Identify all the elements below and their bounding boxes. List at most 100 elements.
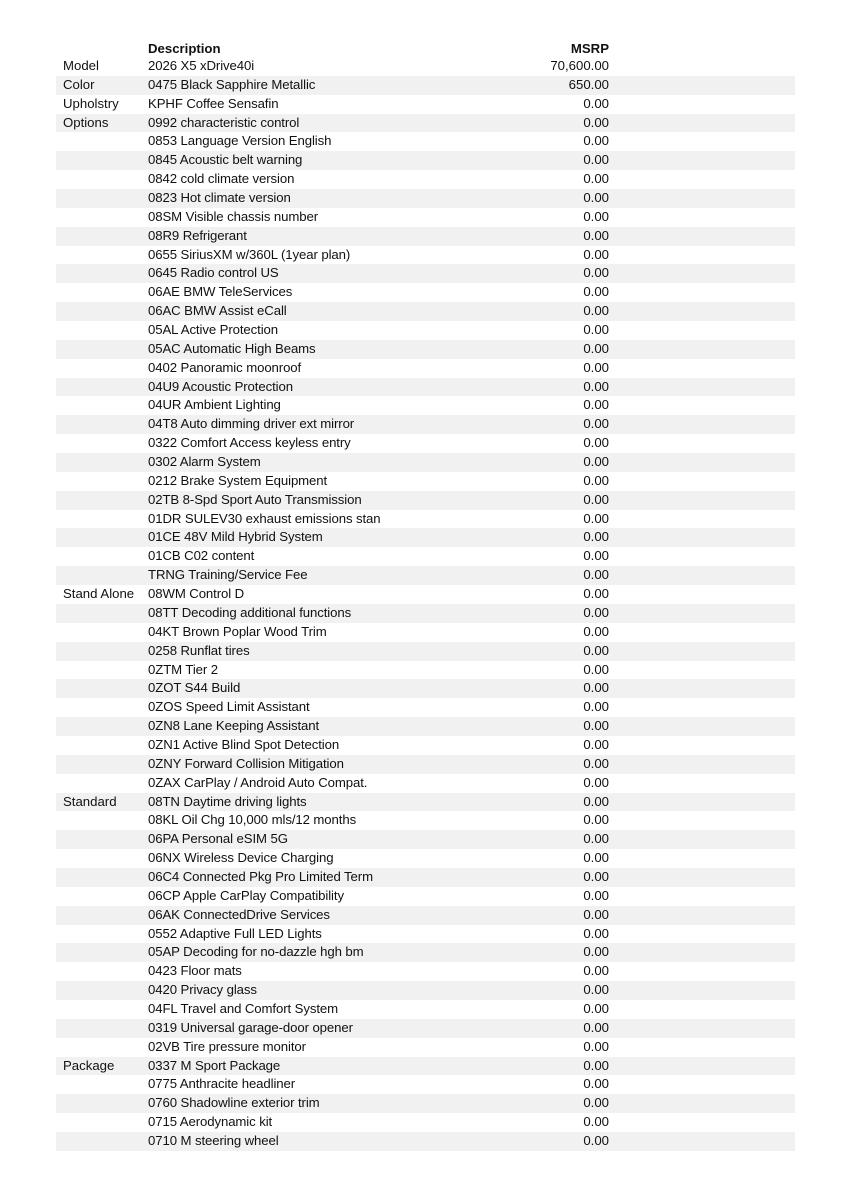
row-description: 02VB Tire pressure monitor [148, 1038, 306, 1054]
table-row: 0212 Brake System Equipment 0.00 [56, 472, 795, 491]
row-msrp: 0.00 [583, 472, 609, 488]
table-row: Color 0475 Black Sapphire Metallic 650.00 [56, 75, 795, 95]
row-msrp: 0.00 [583, 925, 609, 941]
row-description: 0655 SiriusXM w/360L (1year plan) [148, 246, 351, 262]
row-description: 05AL Active Protection [148, 322, 278, 338]
row-description: 0823 Hot climate version [148, 190, 291, 206]
table-row: 04U9 Acoustic Protection 0.00 [56, 377, 795, 397]
table-row: 0853 Language Version English 0.00 [56, 132, 795, 151]
row-msrp: 0.00 [583, 359, 609, 375]
table-row: 01DR SULEV30 exhaust emissions stan 0.00 [56, 510, 795, 529]
row-msrp: 0.00 [583, 1132, 609, 1148]
row-description: 08TN Daytime driving lights [148, 793, 307, 809]
row-description: 0ZOS Speed Limit Assistant [148, 699, 310, 715]
table-row: 0402 Panoramic moonroof 0.00 [56, 359, 795, 378]
row-description: 06AC BMW Assist eCall [148, 303, 287, 319]
row-category: Options [63, 114, 109, 130]
table-row: 05AL Active Protection 0.00 [56, 321, 795, 340]
row-description: 0337 M Sport Package [148, 1057, 281, 1073]
row-category: Model [63, 58, 99, 73]
row-description: 0842 cold climate version [148, 171, 295, 187]
table-row: Upholstry KPHF Coffee Sensafin 0.00 [56, 95, 795, 114]
table-row: Standard 08TN Daytime driving lights 0.00 [56, 792, 795, 812]
row-description: 0775 Anthracite headliner [148, 1076, 296, 1092]
column-header-msrp: MSRP [570, 41, 609, 56]
row-msrp: 0.00 [583, 416, 609, 432]
row-description: 01CB C02 content [148, 548, 255, 564]
row-msrp: 0.00 [583, 265, 609, 281]
row-msrp: 0.00 [583, 736, 609, 752]
table-row: 0ZNY Forward Collision Mitigation 0.00 [56, 754, 795, 774]
row-description: 04FL Travel and Comfort System [148, 1000, 339, 1016]
table-row: 01CB C02 content 0.00 [56, 547, 795, 566]
row-msrp: 0.00 [583, 586, 609, 602]
row-description: 0760 Shadowline exterior trim [148, 1095, 320, 1111]
row-description: 0552 Adaptive Full LED Lights [148, 925, 322, 941]
table-row: 06AK ConnectedDrive Services 0.00 [56, 905, 795, 925]
table-row: 0258 Runflat tires 0.00 [56, 641, 795, 661]
row-description: 0ZNY Forward Collision Mitigation [148, 755, 344, 771]
row-msrp: 0.00 [583, 95, 609, 111]
table-row: 0319 Universal garage-door opener 0.00 [56, 1018, 795, 1038]
table-row: 04KT Brown Poplar Wood Trim 0.00 [56, 623, 795, 642]
row-msrp: 0.00 [583, 208, 609, 224]
table-row: 05AP Decoding for no-dazzle hgh bm 0.00 [56, 943, 795, 963]
table-row: 0ZN8 Lane Keeping Assistant 0.00 [56, 717, 795, 736]
row-description: 04UR Ambient Lighting [148, 397, 281, 413]
table-row: TRNG Training/Service Fee 0.00 [56, 566, 795, 586]
table-row: 08SM Visible chassis number 0.00 [56, 208, 795, 227]
row-description: 0992 characteristic control [148, 114, 300, 130]
row-description: 05AP Decoding for no-dazzle hgh bm [148, 944, 364, 960]
row-msrp: 0.00 [583, 548, 609, 564]
table-row: 0420 Privacy glass 0.00 [56, 981, 795, 1000]
table-row: Package 0337 M Sport Package 0.00 [56, 1056, 795, 1076]
row-category: Stand Alone [63, 586, 135, 602]
row-description: 0ZAX CarPlay / Android Auto Compat. [148, 774, 368, 790]
row-description: 08R9 Refrigerant [148, 227, 247, 243]
row-msrp: 70,600.00 [550, 58, 609, 73]
row-description: 0475 Black Sapphire Metallic [148, 76, 316, 92]
table-row: 0715 Aerodynamic kit 0.00 [56, 1113, 795, 1132]
row-category: Package [63, 1057, 115, 1073]
row-description: 0ZN8 Lane Keeping Assistant [148, 718, 320, 734]
row-msrp: 0.00 [583, 303, 609, 319]
row-description: 0258 Runflat tires [148, 642, 250, 658]
table-row: Stand Alone 08WM Control D 0.00 [56, 585, 795, 604]
row-msrp: 0.00 [583, 340, 609, 356]
table-row: 08R9 Refrigerant 0.00 [56, 226, 795, 246]
table-row: 0552 Adaptive Full LED Lights 0.00 [56, 925, 795, 944]
row-msrp: 0.00 [583, 454, 609, 470]
row-msrp: 0.00 [583, 1095, 609, 1111]
row-description: 0710 M steering wheel [148, 1132, 279, 1148]
table-row: 0710 M steering wheel 0.00 [56, 1131, 795, 1151]
row-msrp: 0.00 [583, 246, 609, 262]
row-msrp: 0.00 [583, 378, 609, 394]
table-row: 0ZOS Speed Limit Assistant 0.00 [56, 698, 795, 717]
row-description: KPHF Coffee Sensafin [148, 95, 279, 111]
table-row: 06AC BMW Assist eCall 0.00 [56, 302, 795, 322]
row-msrp: 0.00 [583, 831, 609, 847]
row-description: 08TT Decoding additional functions [148, 604, 352, 620]
row-msrp: 0.00 [583, 774, 609, 790]
table-row: 05AC Automatic High Beams 0.00 [56, 339, 795, 359]
row-msrp: 0.00 [583, 529, 609, 545]
table-row: 0ZN1 Active Blind Spot Detection 0.00 [56, 736, 795, 755]
row-msrp: 650.00 [568, 76, 609, 92]
table-row: Model 2026 X5 xDrive40i 70,600.00 [56, 57, 795, 76]
row-msrp: 0.00 [583, 227, 609, 243]
row-description: 0423 Floor mats [148, 963, 242, 979]
table-row: 06NX Wireless Device Charging 0.00 [56, 849, 795, 868]
row-msrp: 0.00 [583, 284, 609, 300]
table-row: 06AE BMW TeleServices 0.00 [56, 283, 795, 302]
row-msrp: 0.00 [583, 397, 609, 413]
table-row: 0823 Hot climate version 0.00 [56, 189, 795, 208]
row-description: 0645 Radio control US [148, 265, 279, 281]
table-row: 08TT Decoding additional functions 0.00 [56, 603, 795, 623]
row-msrp: 0.00 [583, 680, 609, 696]
row-description: 04U9 Acoustic Protection [148, 378, 293, 394]
row-msrp: 0.00 [583, 623, 609, 639]
row-msrp: 0.00 [583, 812, 609, 828]
row-msrp: 0.00 [583, 1000, 609, 1016]
row-description: 0212 Brake System Equipment [148, 472, 328, 488]
row-msrp: 0.00 [583, 661, 609, 677]
